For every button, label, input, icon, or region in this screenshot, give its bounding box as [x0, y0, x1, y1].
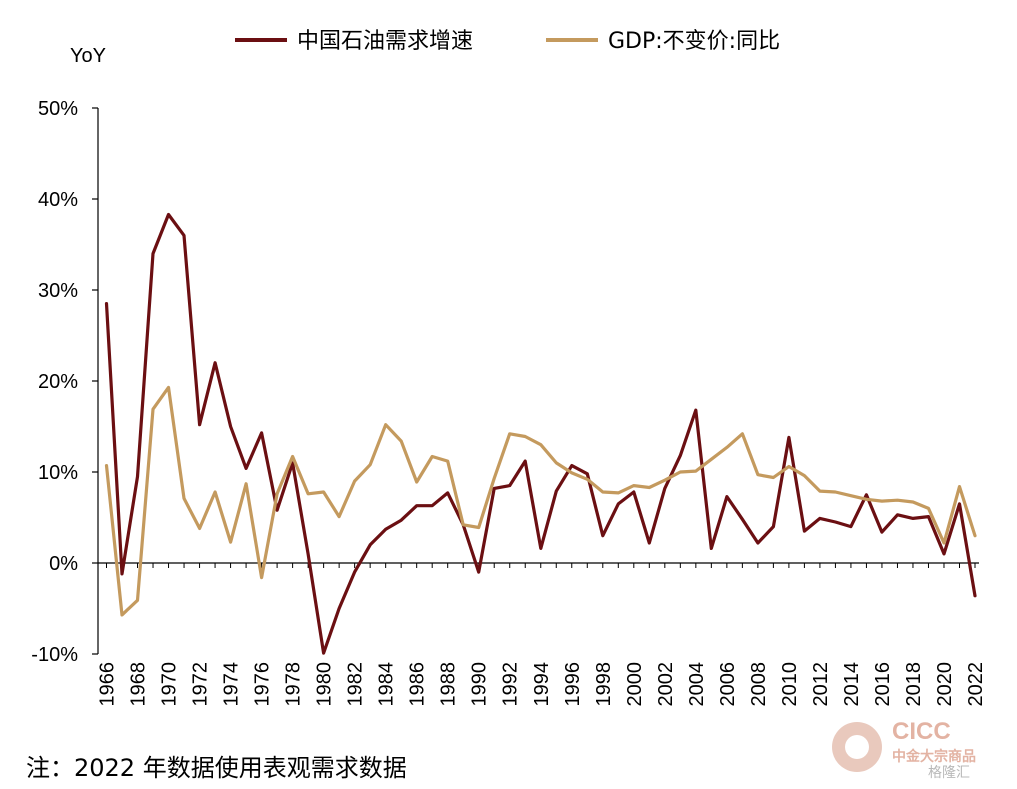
x-tick-label: 1978 [283, 662, 305, 707]
cicc-logo-icon [832, 722, 882, 772]
x-tick-label: 1972 [190, 662, 212, 707]
x-tick-label: 2022 [965, 662, 987, 707]
y-tick-label: -10% [31, 644, 78, 666]
legend-label-oil: 中国石油需求增速 [297, 29, 473, 54]
y-tick-label: 50% [38, 98, 78, 120]
footnote: 注：2022 年数据使用表观需求数据 [26, 754, 407, 782]
x-tick-label: 1994 [531, 662, 553, 707]
x-tick-label: 1998 [593, 662, 615, 707]
x-tick-label: 1980 [314, 662, 336, 707]
x-tick-label: 1966 [97, 662, 119, 707]
axes: -10% 0% 10% 20% 30% 40% 50% 1966 1968 1970 1972 197… [31, 98, 987, 707]
x-tick-label: 2006 [717, 662, 739, 707]
watermark-source: 格隆汇 [928, 765, 970, 781]
x-tick-label: 2014 [841, 662, 863, 707]
y-axis-unit: YoY [70, 45, 106, 67]
watermark: CICC 中金大宗商品 格隆汇 [832, 718, 1002, 784]
x-tick-label: 1986 [407, 662, 429, 707]
x-tick-label: 2008 [748, 662, 770, 707]
x-tick-label: 2012 [810, 662, 832, 707]
x-tick-label: 2002 [655, 662, 677, 707]
x-tick-label: 1970 [159, 662, 181, 707]
legend-label-gdp: GDP:不变价:同比 [608, 29, 780, 54]
y-tick-label: 40% [38, 189, 78, 211]
x-tick-label: 1976 [252, 662, 274, 707]
y-tick-label: 20% [38, 371, 78, 393]
x-tick-label: 2000 [624, 662, 646, 707]
series-layer [104, 212, 977, 655]
x-tick-label: 1968 [128, 662, 150, 707]
x-tick-label: 2020 [934, 662, 956, 707]
x-tick-label: 1992 [500, 662, 522, 707]
y-tick-label: 10% [38, 462, 78, 484]
watermark-subtitle: 中金大宗商品 [892, 749, 976, 765]
legend: 中国石油需求增速 GDP:不变价:同比 [235, 29, 780, 54]
x-tick-label: 2016 [872, 662, 894, 707]
x-tick-label: 2018 [903, 662, 925, 707]
x-tick-label: 1988 [438, 662, 460, 707]
x-tick-label: 2010 [779, 662, 801, 707]
series-line-gdp [104, 385, 977, 617]
x-tick-label: 1990 [469, 662, 491, 707]
x-tick-label: 2004 [686, 662, 708, 707]
x-tick-label: 1996 [562, 662, 584, 707]
y-tick-label: 0% [49, 553, 78, 575]
x-tick-label: 1982 [345, 662, 367, 707]
series-line-oil-demand [104, 212, 977, 655]
x-tick-label: 1984 [376, 662, 398, 707]
y-tick-label: 30% [38, 280, 78, 302]
x-tick-label: 1974 [221, 662, 243, 707]
watermark-brand: CICC [892, 718, 951, 745]
